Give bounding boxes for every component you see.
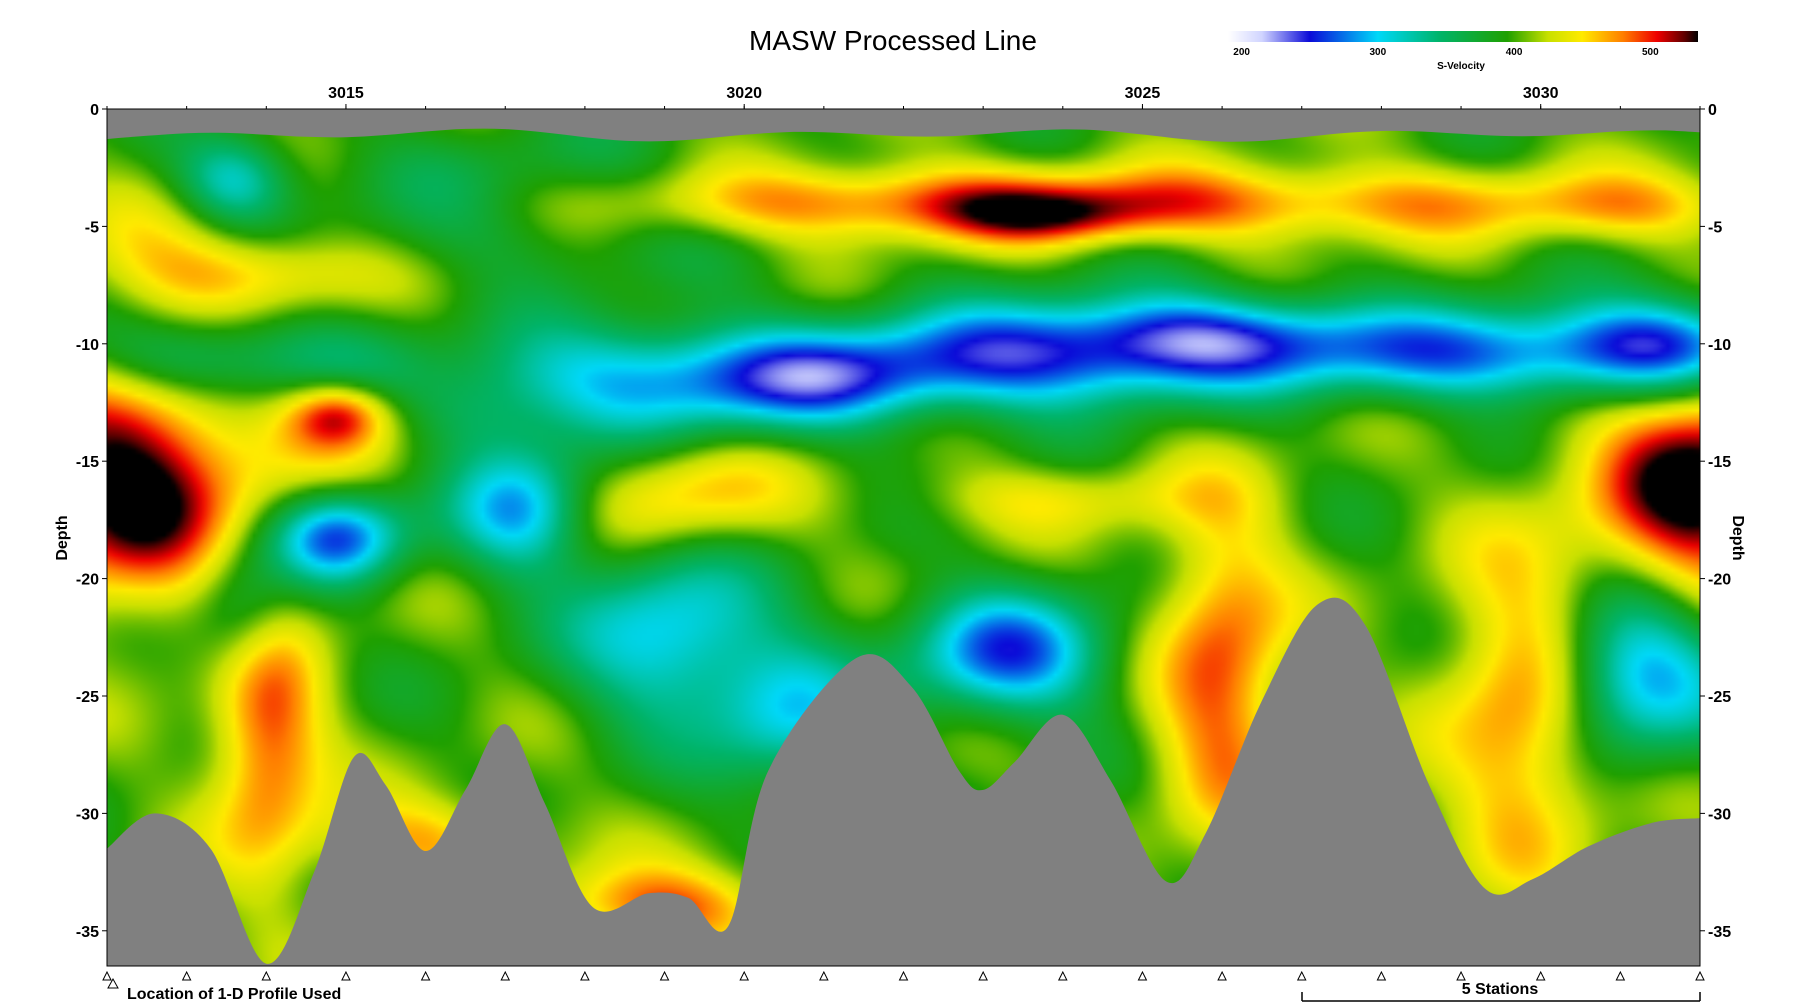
y-tick-label-right: 0: [1708, 102, 1717, 119]
station-triangle: [1137, 970, 1148, 981]
colorbar-tick-label: 300: [1370, 47, 1387, 58]
station-triangle: [659, 970, 670, 981]
station-triangle: [341, 970, 351, 981]
x-tick-label: 3025: [1125, 85, 1161, 102]
colorbar-gradient: [1228, 31, 1698, 42]
station-triangle: [739, 970, 750, 981]
colorbar-tick-label: 500: [1642, 47, 1659, 58]
chart-title: MASW Processed Line: [749, 25, 1037, 56]
station-triangle: [1456, 970, 1466, 981]
y-tick-label-left: 0: [90, 102, 99, 119]
scale-bar: 5 Stations: [1301, 981, 1701, 1002]
station-triangle: [1217, 970, 1227, 981]
y-axis-label-left: Depth: [54, 515, 71, 560]
colorbar: 200 300 400 500 S-Velocity: [1228, 31, 1698, 72]
y-tick-label-right: -10: [1708, 337, 1731, 354]
scale-bar-label: 5 Stations: [1462, 981, 1539, 998]
y-axis-ticks-right: 0 -5 -10 -15 -20 -25 -30 -35: [1700, 102, 1731, 941]
y-tick-label-left: -30: [76, 806, 99, 823]
profile-legend-label: Location of 1-D Profile Used: [127, 986, 341, 1003]
station-triangle: [1376, 970, 1387, 981]
bottom-boundary-mask: [107, 597, 1700, 966]
y-axis-label-right: Depth: [1729, 515, 1746, 560]
x-tick-label: 3030: [1523, 85, 1559, 102]
surface-mask: [107, 109, 1700, 142]
x-tick-label: 3015: [328, 85, 364, 102]
station-triangle: [1615, 970, 1626, 981]
y-tick-label-right: -25: [1708, 689, 1731, 706]
y-tick-label-left: -25: [76, 689, 99, 706]
station-triangle: [261, 970, 272, 981]
station-triangle: [102, 970, 112, 981]
plot-area: [106, 108, 1701, 967]
station-triangle: [1057, 970, 1068, 981]
colorbar-tick-label: 200: [1233, 47, 1250, 58]
station-triangle: [898, 970, 909, 981]
colorbar-tick-label: 400: [1506, 47, 1523, 58]
y-tick-label-right: -20: [1708, 572, 1731, 589]
station-triangle: [500, 970, 511, 981]
x-tick-label: 3020: [726, 85, 762, 102]
y-axis-ticks-left: 0 -5 -10 -15 -20 -25 -30 -35: [76, 102, 107, 941]
x-axis-ticks: 3015 3020 3025 3030: [106, 85, 1701, 109]
station-triangle: [420, 970, 431, 981]
station-triangle: [978, 970, 988, 981]
station-triangle: [819, 970, 829, 981]
profile-legend: Location of 1-D Profile Used: [107, 977, 341, 1003]
y-tick-label-right: -35: [1708, 924, 1731, 941]
y-tick-label-left: -35: [76, 924, 99, 941]
y-tick-label-right: -15: [1708, 454, 1731, 471]
profile-station-markers: [102, 970, 1705, 981]
station-triangle: [580, 970, 590, 981]
y-tick-label-right: -30: [1708, 806, 1731, 823]
colorbar-label: S-Velocity: [1437, 61, 1485, 72]
y-tick-label-right: -5: [1708, 219, 1722, 236]
y-tick-label-left: -10: [76, 337, 99, 354]
station-triangle: [1535, 970, 1546, 981]
station-triangle: [1695, 970, 1705, 981]
station-triangle: [1296, 970, 1307, 981]
station-triangle: [181, 970, 192, 981]
y-tick-label-left: -20: [76, 572, 99, 589]
y-tick-label-left: -15: [76, 454, 99, 471]
y-tick-label-left: -5: [85, 219, 99, 236]
triangle-icon: [107, 977, 119, 989]
colorbar-ticks: 200 300 400 500: [1233, 47, 1659, 58]
